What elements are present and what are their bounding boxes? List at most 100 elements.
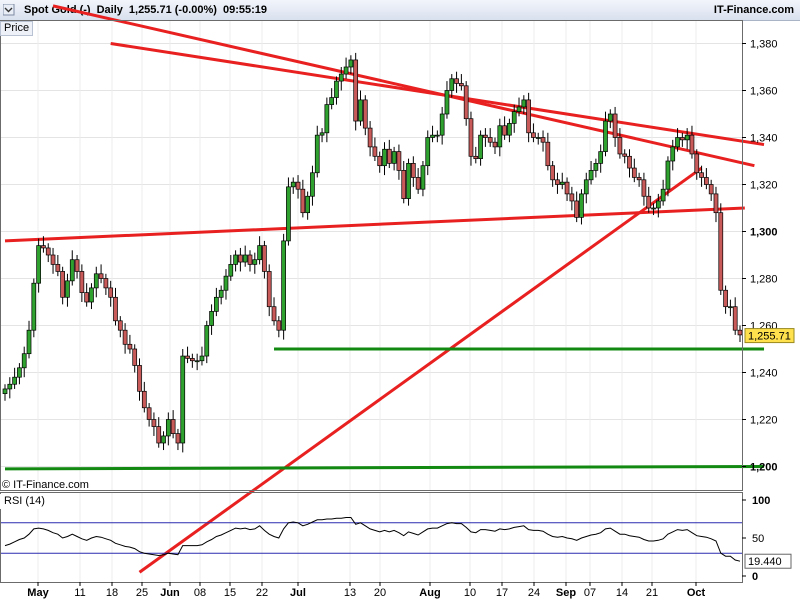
time-tick-label: 11: [74, 587, 85, 599]
candle: [50, 247, 56, 274]
candle: [651, 203, 656, 216]
candle-body: [377, 155, 383, 167]
candle-body: [252, 259, 258, 265]
candle-body: [324, 104, 330, 134]
candle: [55, 255, 61, 277]
candle-body: [36, 245, 41, 284]
candle: [343, 57, 349, 79]
candle-body: [704, 177, 709, 185]
price-tick-label: 1,220: [750, 415, 778, 427]
candle: [598, 144, 604, 173]
candle: [305, 191, 310, 220]
candle: [204, 320, 210, 364]
time-tick-label: 07: [584, 587, 596, 599]
candle-body: [415, 177, 421, 190]
candle-body: [622, 153, 628, 157]
candle-body: [737, 329, 743, 336]
candle-body: [497, 125, 503, 148]
candle: [108, 280, 114, 307]
candle: [156, 417, 162, 448]
candle: [324, 97, 330, 143]
candle-body: [108, 287, 114, 298]
last-price-tag: [744, 328, 795, 344]
candle: [699, 165, 704, 187]
candle: [732, 297, 738, 335]
candle-body: [7, 383, 13, 390]
candle-body: [132, 348, 138, 366]
candle: [190, 353, 195, 368]
candle-body: [425, 137, 431, 167]
candle: [223, 269, 229, 300]
candle-body: [214, 296, 219, 312]
candle: [21, 346, 27, 378]
candle-body: [343, 66, 349, 75]
candle: [141, 381, 147, 413]
chart-header: Spot Gold (-) Daily 1,255.71 (-0.00%) 09:55…: [0, 0, 800, 21]
candle: [391, 146, 397, 171]
candle-body: [156, 426, 162, 444]
time-tick-label: Aug: [419, 587, 440, 599]
candle-body: [194, 360, 200, 363]
candle: [17, 363, 22, 385]
candle-body: [79, 271, 85, 293]
candle-body: [526, 99, 531, 134]
candle-body: [358, 99, 363, 122]
candle: [170, 410, 176, 439]
candle-body: [723, 289, 728, 308]
candle-body: [50, 254, 56, 265]
trendline-1: [4, 206, 745, 243]
candle-body: [65, 280, 70, 298]
candle: [175, 428, 181, 451]
candle: [151, 412, 157, 436]
candle-body: [89, 287, 94, 303]
candle-body: [223, 275, 229, 291]
candle-body: [689, 134, 695, 155]
candle-body: [684, 134, 690, 141]
candle-body: [247, 254, 253, 265]
candle-body: [31, 282, 37, 331]
time-tick-label: 17: [496, 587, 508, 599]
candle-body: [583, 179, 589, 195]
candle-body: [69, 259, 75, 282]
candle: [276, 316, 282, 338]
candle: [132, 344, 138, 373]
candle: [271, 297, 277, 326]
candle: [555, 172, 560, 194]
candle-body: [588, 170, 594, 181]
candle-body: [146, 407, 152, 420]
candle: [185, 346, 190, 364]
candle-body: [26, 329, 32, 355]
candle-body: [141, 390, 147, 409]
candle: [502, 116, 507, 140]
candle-body: [266, 271, 272, 308]
candle: [257, 236, 262, 265]
candle: [454, 71, 459, 93]
candle-body: [478, 134, 483, 159]
candle-body: [401, 170, 407, 199]
candle: [65, 273, 70, 307]
candle: [439, 106, 445, 145]
candle: [199, 346, 205, 366]
time-tick-label: 10: [464, 587, 476, 599]
candle: [617, 128, 623, 159]
candle-body: [454, 78, 459, 84]
candle-body: [449, 78, 455, 91]
candle: [286, 177, 291, 246]
candle-body: [439, 113, 445, 136]
rsi-tick-label: 50: [752, 533, 764, 545]
price-tick-label: 1,380: [750, 39, 778, 51]
time-tick-label: 18: [106, 587, 118, 599]
chart-menu-icon[interactable]: [3, 4, 15, 16]
candle: [718, 203, 724, 295]
header-title: Spot Gold (-) Daily 1,255.71 (-0.00%) 09:55…: [4, 4, 273, 16]
candle-body: [175, 433, 181, 444]
candle: [367, 121, 373, 157]
candle: [689, 125, 695, 159]
candle-body: [507, 123, 512, 136]
candle-body: [459, 83, 464, 87]
candle-body: [680, 137, 685, 141]
candle-body: [728, 306, 733, 309]
candle-body: [295, 181, 301, 190]
time-tick-label: 25: [136, 587, 148, 599]
